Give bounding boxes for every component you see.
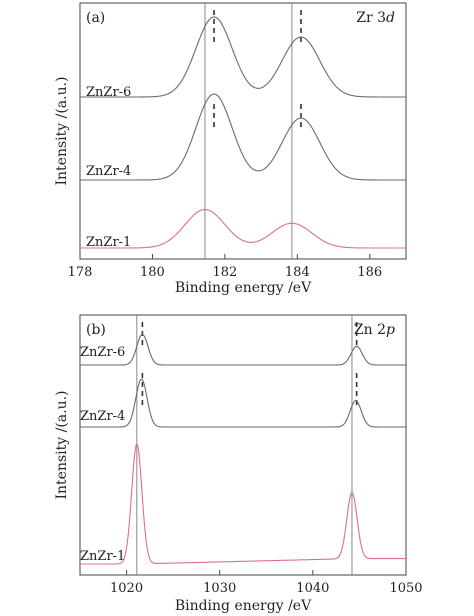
panel-b-series-label-zr4: ZnZr-4 (80, 409, 125, 424)
panel-b-curve-ZnZr-4 (80, 378, 406, 428)
panel-b-reference-lines (136, 315, 353, 575)
panel-a-curve-ZnZr-4 (80, 93, 406, 181)
panel-a-curves (80, 16, 406, 249)
panel-a-title-main: Zr 3 (356, 10, 386, 26)
panel-a-x-axis-label: Binding energy /eV (175, 280, 312, 296)
panel-a-title: Zr 3d (356, 10, 395, 26)
panel-b-curves (80, 333, 406, 565)
panel-b-title-orbital: p (386, 322, 395, 338)
panel-a-curve-ZnZr-1 (80, 208, 406, 249)
panel-b-curve-ZnZr-6 (80, 333, 406, 366)
panel-b-curve-ZnZr-1 (80, 443, 406, 565)
panel-b-title-main: Zn 2 (354, 322, 386, 338)
panel-b-x-tick-label-1050: 1050 (389, 581, 422, 596)
panel-b-marker-lines (141, 322, 358, 406)
panel-a-x-tick-label-180: 180 (140, 265, 165, 280)
panel-a-y-axis-label: Intensity /(a.u.) (54, 76, 70, 185)
panel-a-reference-lines (204, 3, 293, 259)
panel-b-label: (b) (86, 322, 106, 338)
panel-b-x-tick-label-1030: 1030 (203, 581, 236, 596)
panel-b-series-label-zr6: ZnZr-6 (80, 345, 125, 360)
panel-b-zn2p: 1020 1030 1040 1050 (b) Zn 2p ZnZr-6 ZnZr-4… (54, 314, 423, 614)
panel-b-plot-frame (79, 314, 407, 576)
panel-b-y-axis-label: Intensity /(a.u.) (54, 390, 70, 499)
panel-a-curve-ZnZr-6 (80, 16, 406, 98)
panel-a-x-tick-label-178: 178 (68, 265, 93, 280)
panel-a-label: (a) (86, 10, 105, 26)
panel-a-x-tick-label-182: 182 (212, 265, 237, 280)
panel-a-zr3d: 178 180 182 184 186 (a) Zr 3d ZnZr-6 ZnZr-4 … (54, 2, 407, 296)
panel-b-x-ticks: 1020 1030 1040 1050 (110, 570, 423, 596)
panel-a-x-ticks: 178 180 182 184 186 (68, 254, 382, 280)
panel-b-title: Zn 2p (354, 322, 395, 338)
panel-b-series-label-zr1: ZnZr-1 (80, 549, 125, 564)
panel-a-series-label-zr4: ZnZr-4 (86, 164, 131, 179)
panel-a-x-tick-label-184: 184 (285, 265, 310, 280)
panel-a-series-label-zr6: ZnZr-6 (86, 85, 131, 100)
panel-a-x-tick-label-186: 186 (357, 265, 382, 280)
panel-a-plot-frame (79, 2, 407, 260)
panel-a-marker-lines (213, 10, 302, 128)
panel-b-x-tick-label-1040: 1040 (296, 581, 329, 596)
panel-b-x-tick-label-1020: 1020 (110, 581, 143, 596)
panel-b-x-axis-label: Binding energy /eV (175, 598, 312, 614)
panel-a-title-orbital: d (386, 10, 395, 26)
panel-a-series-label-zr1: ZnZr-1 (86, 235, 131, 250)
